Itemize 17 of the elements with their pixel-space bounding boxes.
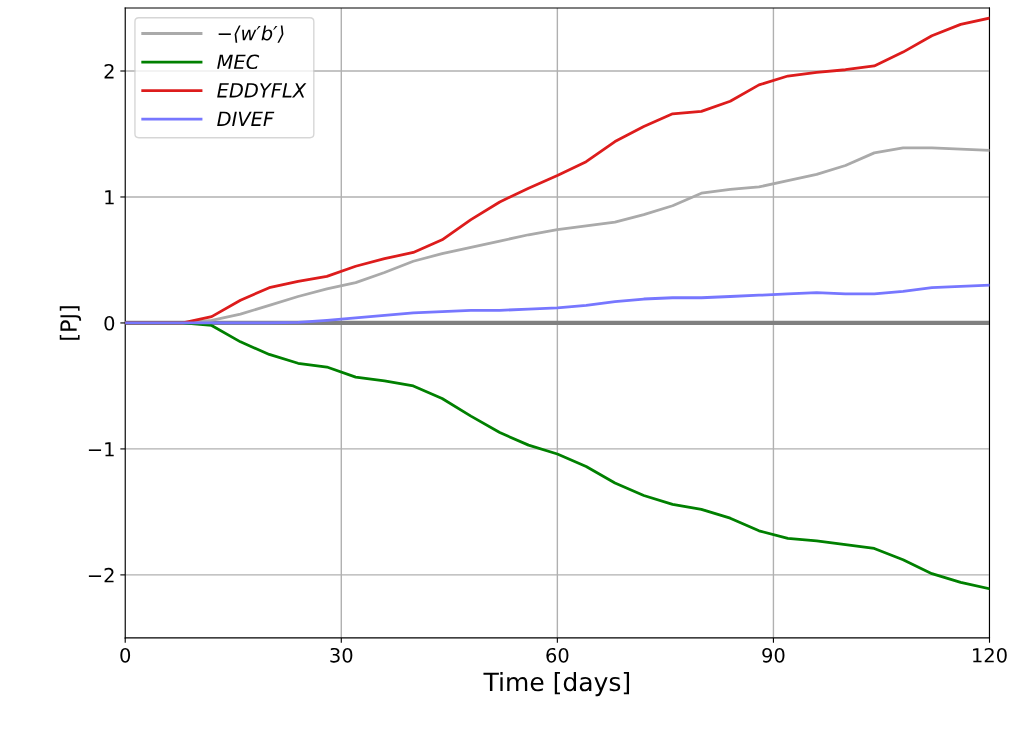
y-tick-label: 0 [104,315,115,331]
x-tick-label: 30 [330,647,353,663]
legend-label: EDDYFLX [217,83,307,98]
legend-label: MEC [217,54,260,70]
y-tick-label: −1 [88,442,114,457]
y-tick-label: 2 [104,63,114,79]
x-tick-label: 120 [973,647,1007,663]
x-axis-title: Time [days] [483,671,630,697]
line-series [125,283,990,325]
y-axis-title: [PJ] [59,306,82,340]
x-tick-label: 0 [120,647,131,663]
legend-label: DIVEF [217,111,275,126]
x-tick-label: 60 [546,647,569,663]
y-tick-label: −2 [88,567,114,583]
x-tick-label: 90 [762,647,785,663]
y-tick-label: 1 [105,190,114,205]
legend-label: −⟨w′b′⟩ [218,25,284,43]
